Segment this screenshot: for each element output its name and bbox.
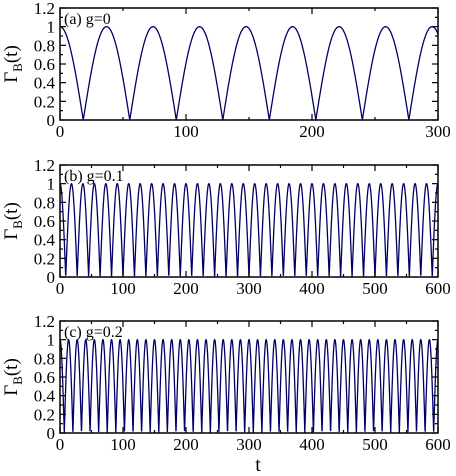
series-line-0 — [59, 182, 439, 278]
panel-annotation: (c) g=0.2 — [64, 324, 123, 341]
y-tick-label: 0.4 — [34, 387, 56, 406]
panel-c: 0 100 200 300 400 500 600 00.20.40.60.811.2 ΓB(t… — [1, 312, 451, 454]
y-tick-label: 1.2 — [34, 312, 55, 331]
y-tick-label: 1.2 — [34, 0, 55, 18]
x-tick-label: 300 — [425, 122, 451, 141]
y-axis-label: ΓB(t) — [1, 358, 25, 396]
y-tick-label: 0.8 — [34, 349, 55, 368]
panel-annotation: (a) g=0 — [64, 11, 111, 28]
x-tick-label: 600 — [425, 435, 451, 454]
series-line-0 — [59, 338, 439, 433]
panel-annotation: (b) g=0.1 — [64, 168, 124, 185]
y-tick-label: 0.2 — [34, 405, 55, 424]
x-tick-label: 0 — [56, 279, 65, 298]
y-tick-label: 1.2 — [34, 156, 55, 175]
y-tick-label: 0.6 — [34, 368, 55, 387]
y-axis-label: ΓB(t) — [1, 202, 25, 240]
y-tick-label: 0.4 — [34, 74, 56, 93]
x-tick-label: 300 — [236, 279, 262, 298]
y-tick-label: 0 — [47, 424, 56, 443]
x-tick-label: 100 — [110, 435, 136, 454]
y-tick-label: 0.2 — [34, 92, 55, 111]
y-tick-label: 0.8 — [34, 193, 55, 212]
series-line-0 — [60, 26, 439, 122]
x-tick-label: 200 — [173, 435, 199, 454]
plot-frame — [59, 7, 439, 121]
y-tick-label: 0.8 — [34, 36, 55, 55]
x-tick-label: 400 — [299, 435, 325, 454]
x-tick-label: 300 — [236, 435, 262, 454]
y-tick-label: 0.4 — [34, 231, 56, 250]
x-tick-label: 100 — [173, 122, 199, 141]
x-axis-label: t — [255, 454, 261, 476]
x-tick-label: 600 — [425, 279, 451, 298]
y-tick-label: 0.2 — [34, 249, 55, 268]
x-tick-label: 0 — [56, 122, 65, 141]
panel-b: 0 100 200 300 400 500 600 00.20.40.60.811.2 ΓB(t… — [1, 156, 451, 298]
x-tick-label: 500 — [362, 279, 388, 298]
x-tick-label: 200 — [173, 279, 199, 298]
x-tick-label: 100 — [110, 279, 136, 298]
y-tick-label: 1 — [47, 18, 56, 37]
y-tick-label: 0 — [47, 268, 56, 287]
y-axis-label: ΓB(t) — [1, 45, 25, 83]
x-tick-label: 200 — [299, 122, 325, 141]
y-tick-label: 0.6 — [34, 212, 55, 231]
x-tick-label: 400 — [299, 279, 325, 298]
x-tick-label: 500 — [362, 435, 388, 454]
y-tick-label: 1 — [47, 331, 56, 350]
y-tick-label: 0 — [47, 111, 56, 130]
y-tick-label: 1 — [47, 175, 56, 194]
y-tick-label: 0.6 — [34, 55, 55, 74]
panel-a: 0 100 200 300 00.20.40.60.811.2 ΓB(t) (a) g=0 — [1, 0, 451, 141]
x-tick-label: 0 — [56, 435, 65, 454]
